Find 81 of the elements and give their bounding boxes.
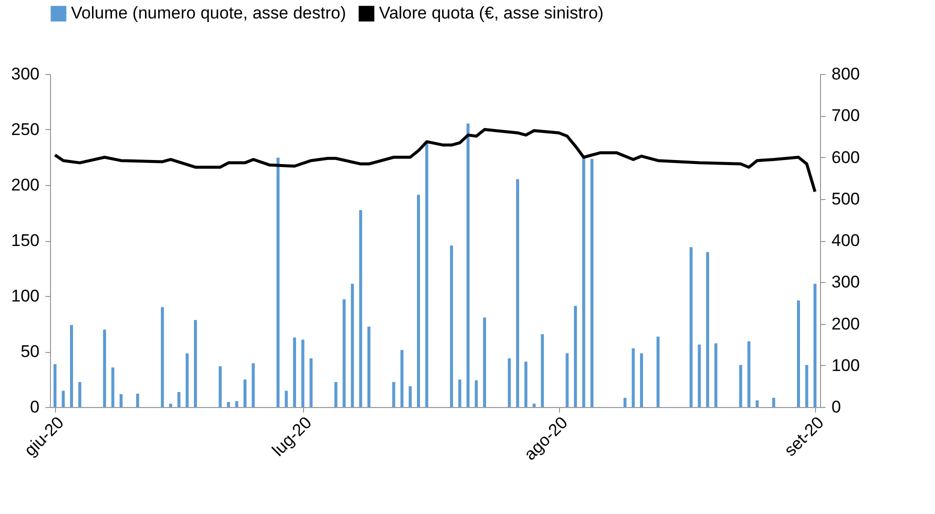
- bar: [714, 343, 718, 407]
- bar: [805, 364, 808, 407]
- y-tick-label: 300: [11, 64, 40, 84]
- bar: [706, 252, 710, 407]
- y2-tick-label: 800: [832, 64, 860, 84]
- bar: [590, 158, 594, 407]
- bar: [796, 300, 800, 407]
- y-tick-label: 250: [11, 120, 40, 139]
- bar: [640, 353, 644, 407]
- y-tick-label: 100: [11, 286, 40, 306]
- bar: [111, 367, 114, 407]
- bar: [450, 245, 454, 407]
- bar: [284, 390, 288, 407]
- bar: [218, 366, 222, 407]
- bar: [425, 142, 428, 407]
- y2-tick-label: 200: [832, 314, 860, 334]
- bar: [293, 337, 296, 407]
- bar: [169, 404, 172, 407]
- y-tick-label: 0: [30, 398, 40, 416]
- bar: [400, 350, 404, 407]
- bar: [814, 284, 816, 407]
- bar: [532, 404, 536, 407]
- bar: [566, 353, 569, 407]
- bar: [136, 394, 140, 407]
- bar: [334, 382, 338, 407]
- bar: [367, 326, 370, 407]
- bar: [62, 390, 65, 407]
- bar: [194, 320, 197, 407]
- bar: [690, 247, 693, 407]
- y2-tick-label: 600: [832, 148, 860, 167]
- bar: [656, 336, 660, 407]
- bar: [235, 401, 238, 407]
- bar: [120, 394, 123, 407]
- bar: [78, 382, 82, 407]
- bar: [516, 179, 520, 407]
- bar: [392, 382, 396, 407]
- y-tick-label: 200: [11, 176, 40, 194]
- y2-tick-label: 300: [832, 272, 860, 292]
- y2-tick-label: 0: [832, 398, 841, 416]
- bar: [350, 284, 354, 407]
- bar: [474, 380, 478, 407]
- line-series: [54, 128, 816, 194]
- bar: [276, 158, 280, 407]
- bar: [244, 380, 246, 407]
- bar: [574, 306, 577, 407]
- bar: [54, 364, 56, 407]
- bar: [416, 194, 420, 407]
- bar: [540, 334, 544, 407]
- bar: [103, 330, 106, 407]
- bar: [186, 353, 189, 407]
- bar: [756, 400, 759, 407]
- bar: [342, 299, 346, 407]
- bar: [177, 392, 180, 407]
- bar: [772, 398, 776, 407]
- bar: [70, 325, 74, 407]
- bar: [458, 380, 462, 407]
- bar: [698, 344, 701, 407]
- bar: [310, 358, 313, 407]
- y-tick-label: 50: [20, 342, 40, 361]
- bar: [301, 340, 304, 407]
- y-tick-label: 150: [11, 231, 40, 250]
- legend-label: Valore quota (€, asse sinistro): [379, 4, 604, 23]
- bar: [747, 341, 750, 407]
- bar: [632, 348, 635, 407]
- y2-tick-label: 500: [832, 189, 860, 208]
- bar: [624, 398, 626, 407]
- bar: [582, 156, 586, 407]
- bar: [226, 402, 230, 407]
- bar: [508, 358, 511, 407]
- bar: [524, 362, 528, 407]
- bar: [408, 386, 412, 407]
- bar: [466, 124, 470, 407]
- bar: [359, 210, 362, 407]
- legend-label: Volume (numero quote, asse destro): [71, 4, 346, 23]
- y2-tick-label: 400: [832, 231, 860, 250]
- bar: [739, 364, 742, 407]
- bar: [160, 307, 164, 407]
- bar: [252, 363, 255, 407]
- y2-tick-label: 700: [832, 106, 860, 126]
- y2-tick-label: 100: [832, 356, 860, 375]
- bar: [483, 318, 486, 407]
